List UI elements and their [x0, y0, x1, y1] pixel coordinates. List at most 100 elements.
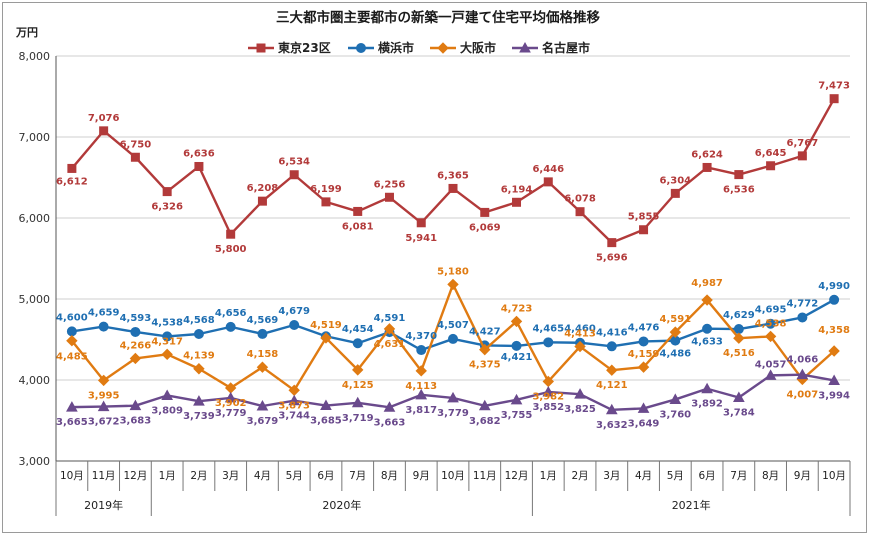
data-label: 4,370 — [405, 331, 437, 342]
data-point-diamond — [510, 315, 523, 328]
data-labels: 6,612 7,076 6,750 6,326 6,636 5,800 6,208 6,534… — [56, 81, 850, 431]
x-tick-label: 4月 — [254, 470, 271, 482]
legend-label: 名古屋市 — [542, 40, 590, 55]
data-point-square — [575, 207, 585, 217]
data-point-square — [226, 229, 236, 239]
data-label: 4,007 — [787, 389, 819, 400]
data-point-square — [67, 163, 77, 173]
data-point-triangle — [97, 400, 110, 412]
data-label: 6,081 — [342, 221, 374, 232]
x-tick-label: 11月 — [92, 470, 116, 482]
legend-marker-triangle — [519, 41, 531, 53]
x-tick-label: 7月 — [349, 470, 366, 482]
data-label: 3,679 — [247, 416, 279, 427]
legend-marker-square — [256, 43, 266, 53]
data-label: 4,591 — [659, 314, 691, 325]
data-label: 3,744 — [278, 411, 310, 422]
data-point-square — [99, 126, 109, 136]
data-label: 3,739 — [183, 411, 215, 422]
data-point-triangle — [510, 393, 523, 405]
data-label: 4,659 — [88, 308, 120, 319]
data-point-triangle — [447, 391, 459, 403]
x-tick-label: 8月 — [762, 470, 779, 482]
data-point-triangle — [669, 393, 682, 404]
legend-marker-diamond — [437, 42, 449, 54]
x-tick-label: 9月 — [413, 470, 430, 482]
x-tick-label: 10月 — [441, 470, 465, 482]
data-point-square — [448, 183, 458, 193]
x-tick-label: 8月 — [381, 470, 398, 482]
legend-label: 東京23区 — [278, 40, 331, 55]
data-label: 6,645 — [755, 148, 787, 159]
data-label: 3,663 — [374, 417, 406, 428]
legend-item-0: 東京23区 — [248, 40, 331, 55]
data-point-diamond — [97, 374, 110, 387]
data-point-diamond — [606, 364, 618, 376]
data-label: 4,507 — [437, 320, 469, 331]
x-tick-label: 1月 — [540, 470, 557, 482]
data-point-diamond — [447, 278, 459, 291]
data-point-square — [639, 225, 649, 235]
data-label: 6,069 — [469, 222, 501, 233]
data-label: 5,855 — [628, 212, 660, 223]
data-point-diamond — [733, 332, 745, 344]
data-label: 3,982 — [532, 391, 564, 402]
data-point-circle — [225, 321, 236, 332]
data-label: 3,852 — [532, 402, 564, 413]
data-point-triangle — [637, 402, 650, 413]
legend-item-2: 大阪市 — [430, 40, 496, 55]
legend-item-3: 名古屋市 — [512, 40, 590, 55]
data-point-circle — [162, 331, 173, 342]
data-point-circle — [638, 336, 649, 347]
data-label: 4,460 — [564, 324, 596, 335]
x-tick-label: 4月 — [635, 470, 652, 482]
data-point-triangle — [732, 391, 745, 402]
data-label: 5,941 — [405, 233, 437, 244]
data-label: 3,760 — [659, 409, 691, 420]
data-point-triangle — [351, 396, 364, 408]
data-label: 4,591 — [374, 313, 406, 324]
data-point-square — [384, 192, 394, 202]
data-label: 3,779 — [215, 408, 247, 419]
data-point-diamond — [669, 326, 682, 338]
x-tick-label: 2月 — [571, 470, 588, 482]
y-axis-unit: 万円 — [15, 26, 38, 39]
data-point-square — [702, 162, 712, 172]
data-label: 4,416 — [596, 327, 628, 338]
data-point-triangle — [320, 399, 332, 411]
data-label: 3,995 — [88, 390, 120, 401]
data-label: 6,446 — [532, 164, 564, 175]
legend-marker-circle — [356, 43, 366, 53]
year-label: 2021年 — [672, 498, 711, 512]
data-point-square — [607, 238, 617, 248]
data-point-diamond — [479, 343, 491, 356]
data-point-circle — [765, 318, 776, 329]
y-tick-label: 3,000 — [19, 455, 51, 468]
data-point-circle — [130, 326, 141, 337]
data-label: 5,800 — [215, 244, 247, 255]
legend-label: 大阪市 — [460, 40, 496, 55]
data-label: 3,994 — [818, 390, 850, 401]
data-label: 4,358 — [818, 325, 850, 336]
data-label: 4,695 — [755, 305, 787, 316]
data-label: 4,066 — [787, 355, 819, 366]
data-label: 4,629 — [723, 310, 755, 321]
legend-item-1: 横浜市 — [348, 40, 414, 55]
data-label: 6,767 — [787, 138, 819, 149]
data-point-triangle — [764, 369, 777, 380]
data-point-circle — [352, 338, 363, 349]
data-label: 3,683 — [120, 416, 152, 427]
data-point-triangle — [542, 385, 555, 397]
data-point-triangle — [288, 394, 301, 406]
data-label: 3,719 — [342, 413, 374, 424]
x-tick-label: 11月 — [473, 470, 497, 482]
data-label: 4,113 — [405, 381, 437, 392]
data-point-triangle — [828, 374, 840, 385]
data-label: 4,486 — [659, 349, 691, 360]
data-point-diamond — [129, 352, 142, 365]
data-label: 4,519 — [310, 320, 342, 331]
data-point-square — [289, 170, 299, 180]
data-label: 6,536 — [723, 185, 755, 196]
data-label: 4,538 — [755, 318, 787, 329]
